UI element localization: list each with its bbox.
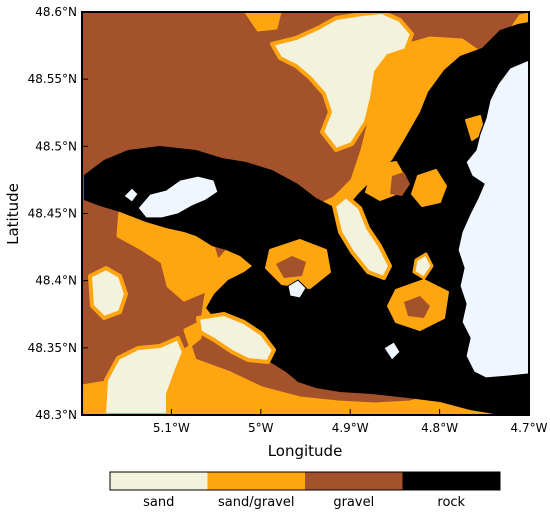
x-tick-label: 5.1°W	[153, 421, 190, 435]
sand-gravel-region	[244, 12, 282, 32]
legend-label-rock: rock	[437, 495, 465, 510]
land-area	[383, 341, 401, 361]
gravel-region	[404, 296, 430, 318]
legend-swatch-sand	[110, 472, 208, 490]
y-tick-label: 48.35°N	[28, 341, 77, 355]
land-area	[457, 59, 529, 379]
sand-gravel-region	[411, 169, 447, 207]
land-area	[123, 187, 139, 203]
sand-region	[102, 336, 186, 415]
y-tick-label: 48.55°N	[28, 72, 77, 86]
legend-swatch-rock	[402, 472, 500, 490]
sand-region	[270, 12, 414, 152]
sediment-legend: sand sand/gravel gravel rock	[109, 471, 501, 510]
y-tick-label: 48.5°N	[35, 139, 77, 153]
y-axis-title: Latitude	[4, 183, 22, 245]
x-tick-label: 5°W	[248, 421, 274, 435]
sand-region	[88, 266, 128, 320]
legend-label-sand-gravel: sand/gravel	[218, 495, 294, 510]
sand-region	[332, 194, 392, 280]
x-tick-label: 4.7°W	[511, 421, 548, 435]
x-axis-ticks: 5.1°W 5°W 4.9°W 4.8°W 4.7°W	[153, 409, 548, 435]
legend-label-gravel: gravel	[333, 495, 374, 510]
legend-label-sand: sand	[143, 495, 174, 510]
x-tick-label: 4.8°W	[421, 421, 458, 435]
land-area	[137, 175, 219, 219]
x-axis-title: Longitude	[268, 442, 343, 460]
sand-region	[196, 312, 276, 364]
gravel-region	[276, 256, 306, 278]
map-plot-area	[82, 12, 529, 415]
y-tick-label: 48.45°N	[28, 207, 77, 221]
y-tick-label: 48.6°N	[35, 5, 77, 19]
legend-swatch-sand-gravel	[207, 472, 305, 490]
gravel-region	[390, 172, 410, 196]
land-area	[287, 279, 307, 299]
y-axis-ticks: 48.3°N 48.35°N 48.4°N 48.45°N 48.5°N 48.55°N 4…	[28, 5, 88, 422]
y-tick-label: 48.4°N	[35, 274, 77, 288]
x-tick-label: 4.9°W	[332, 421, 369, 435]
legend-frame	[109, 471, 501, 491]
sand-region	[412, 252, 434, 280]
legend-swatch-gravel	[305, 472, 403, 490]
y-tick-label: 48.3°N	[35, 408, 77, 422]
